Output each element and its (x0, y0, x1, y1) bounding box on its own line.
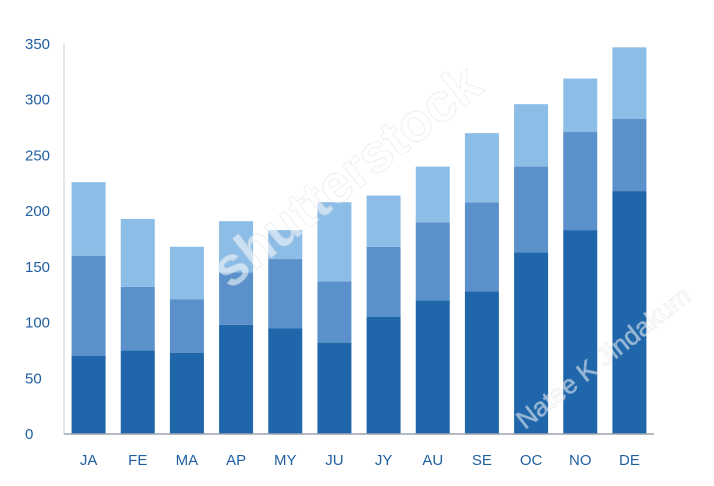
y-tick-label: 50 (25, 370, 42, 387)
x-tick-label: NO (569, 452, 592, 469)
x-tick-label: DE (619, 452, 640, 469)
bar-segment (464, 202, 499, 292)
bar-segment (71, 356, 106, 434)
y-tick-label: 300 (25, 92, 50, 109)
bar-segment (514, 166, 549, 253)
x-tick-label: FE (128, 452, 147, 469)
x-tick-label: AP (226, 452, 246, 469)
bar-segment (120, 350, 155, 434)
bar-segment (169, 352, 204, 434)
bar-segment (120, 218, 155, 287)
bar-segment (415, 300, 450, 434)
bar-segment (514, 104, 549, 167)
bar-segment (563, 78, 598, 133)
bar-segment (268, 259, 303, 329)
x-axis-ticks: JA FE MA AP MY JU JY AU SE OC NO DE (80, 452, 640, 469)
y-tick-label: 150 (25, 259, 50, 276)
bar-segment (514, 252, 549, 434)
bar-segment (612, 118, 647, 192)
y-tick-label: 0 (25, 426, 33, 443)
bar-segment (366, 317, 401, 434)
bar-segment (415, 222, 450, 301)
x-tick-label: SE (472, 452, 492, 469)
bar-segment (169, 246, 204, 300)
bar-segment (219, 272, 254, 325)
y-axis-ticks: 0 50 100 150 200 250 300 350 (25, 36, 50, 443)
bar-segment (464, 133, 499, 203)
y-tick-label: 100 (25, 315, 50, 332)
x-tick-label: JY (375, 452, 393, 469)
bar-segment (268, 230, 303, 260)
y-tick-label: 250 (25, 147, 50, 164)
x-tick-label: OC (520, 452, 543, 469)
bar-segment (612, 47, 647, 119)
bar-segment (415, 166, 450, 223)
y-tick-label: 350 (25, 36, 50, 53)
x-tick-label: MA (176, 452, 199, 469)
bar-segment (563, 132, 598, 231)
bars-group (71, 47, 647, 434)
bar-segment (71, 182, 106, 256)
x-tick-label: AU (422, 452, 443, 469)
bar-segment (169, 299, 204, 353)
x-tick-label: JU (325, 452, 343, 469)
x-tick-label: JA (80, 452, 98, 469)
bar-segment (268, 328, 303, 434)
x-tick-label: MY (274, 452, 297, 469)
y-tick-label: 200 (25, 203, 50, 220)
bar-segment (563, 230, 598, 434)
bar-segment (219, 324, 254, 434)
bar-segment (317, 202, 352, 282)
bar-segment (317, 281, 352, 343)
bar-segment (219, 221, 254, 273)
bar-segment (317, 342, 352, 434)
bar-segment (464, 291, 499, 434)
bar-segment (366, 246, 401, 317)
bar-segment (612, 191, 647, 434)
bar-segment (366, 195, 401, 247)
bar-segment (71, 255, 106, 356)
bar-segment (120, 286, 155, 351)
